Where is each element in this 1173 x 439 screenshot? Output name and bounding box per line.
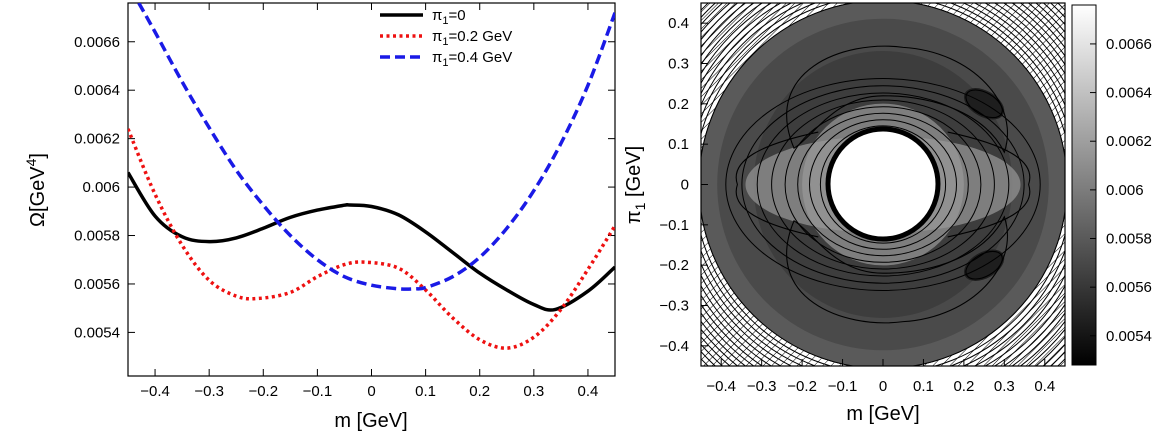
dense-contour <box>784 106 982 263</box>
legend-label-0: π1=0 <box>432 7 466 27</box>
right-y-tick-label: 0.2 <box>668 96 689 113</box>
minimum-contour <box>965 89 1003 119</box>
left-x-ticks: −0.4 −0.3 −0.2 −0.1 0 0.1 0.2 0.3 0.4 <box>140 3 598 400</box>
dense-contour <box>756 92 1010 277</box>
left-plot-frame <box>127 2 616 377</box>
right-x-tick-label: 0.2 <box>953 378 974 395</box>
left-x-tick-label: −0.2 <box>248 383 278 400</box>
left-y-tick-label: 0.0054 <box>74 324 120 341</box>
series-line-2 <box>137 3 615 291</box>
left-y-tick-label: 0.0058 <box>74 228 120 245</box>
crescent-contour <box>786 215 1008 324</box>
left-x-tick-label: 0.3 <box>523 383 544 400</box>
side-lobe-contour <box>947 131 1031 238</box>
dense-contour <box>741 85 1025 284</box>
left-y-tick-label: 0.006 <box>82 179 120 196</box>
line-chart: −0.4 −0.3 −0.2 −0.1 0 0.1 0.2 0.3 0.4 0.00540.00… <box>23 2 616 432</box>
right-x-ticks: −0.4 −0.3 −0.2 −0.1 0 0.1 0.2 0.3 0.4 <box>706 359 1055 395</box>
legend-label-2: π1=0.4 GeV <box>432 49 512 69</box>
legend-label-1: π1=0.2 GeV <box>432 28 512 48</box>
right-y-tick-label: −0.2 <box>659 257 689 274</box>
dense-contour <box>809 119 957 250</box>
dense-contour <box>725 78 1041 291</box>
crescent-contour <box>786 45 1008 154</box>
dense-contour <box>797 112 969 257</box>
colorbar-tick-label: 0.006 <box>1106 182 1144 199</box>
dense-contour <box>819 125 947 244</box>
colorbar-tick-label: 0.0054 <box>1106 328 1152 345</box>
colorbar <box>1071 4 1097 366</box>
right-x-axis-label: m [GeV] <box>846 403 919 425</box>
colorbar-tick-label: 0.0062 <box>1106 133 1152 150</box>
left-x-tick-label: 0.2 <box>469 383 490 400</box>
right-x-tick-label: 0.1 <box>913 378 934 395</box>
right-y-tick-label: 0 <box>681 177 689 194</box>
left-y-tick-label: 0.0066 <box>74 34 120 51</box>
heatmap-chart: −0.4 −0.3 −0.2 −0.1 0 0.1 0.2 0.3 0.4 −0.4−0.3−0… <box>623 2 1152 425</box>
left-x-tick-label: −0.3 <box>194 383 224 400</box>
left-y-tick-label: 0.0064 <box>74 82 120 99</box>
left-y-tick-label: 0.0062 <box>74 131 120 148</box>
right-x-tick-label: −0.3 <box>747 378 777 395</box>
right-x-tick-label: 0 <box>879 378 887 395</box>
minimum-contour <box>965 250 1003 280</box>
left-y-tick-label: 0.0056 <box>74 276 120 293</box>
right-x-tick-label: −0.4 <box>706 378 736 395</box>
right-y-tick-label: −0.3 <box>659 298 689 315</box>
left-y-axis-label: Ω[GeV4] <box>23 153 49 227</box>
side-lobe-contour <box>735 131 819 238</box>
left-series-group <box>128 3 615 350</box>
right-y-tick-label: −0.1 <box>659 217 689 234</box>
right-y-tick-label: −0.4 <box>659 338 689 355</box>
left-x-tick-label: 0.4 <box>578 383 599 400</box>
right-x-tick-label: −0.2 <box>787 378 817 395</box>
colorbar-tick-label: 0.0056 <box>1106 279 1152 296</box>
colorbar-tick-label: 0.0064 <box>1106 85 1152 102</box>
right-x-tick-label: 0.4 <box>1034 378 1055 395</box>
right-x-tick-label: 0.3 <box>994 378 1015 395</box>
left-x-axis-label: m [GeV] <box>334 410 407 432</box>
inner-contours <box>701 3 1065 366</box>
left-y-ticks: 0.0054 0.0056 0.0058 0.006 0.0062 0.0064 0.006… <box>74 34 615 341</box>
right-y-tick-label: 0.1 <box>668 136 689 153</box>
colorbar-ticks: 0.0054 0.0056 0.0058 0.006 0.0062 0.0064 0.006… <box>1090 36 1152 345</box>
right-y-axis-label: π1 [GeV] <box>623 146 648 224</box>
right-y-ticks: −0.4 −0.3 −0.2 −0.1 0 0.1 0.2 0.3 0.4 <box>659 15 708 355</box>
right-y-tick-label: 0.4 <box>668 15 689 32</box>
series-line-1 <box>128 128 615 350</box>
excluded-region <box>825 126 941 242</box>
left-x-tick-label: −0.1 <box>303 383 333 400</box>
dense-contour <box>771 99 995 270</box>
left-x-tick-label: 0.1 <box>415 383 436 400</box>
left-x-tick-label: −0.4 <box>140 383 170 400</box>
left-x-tick-label: 0 <box>367 383 375 400</box>
colorbar-tick-label: 0.0058 <box>1106 231 1152 248</box>
colorbar-tick-label: 0.0066 <box>1106 36 1152 53</box>
right-x-tick-label: −0.1 <box>828 378 858 395</box>
heatmap-area <box>701 3 1065 366</box>
right-y-tick-label: 0.3 <box>668 56 689 73</box>
series-line-0 <box>128 171 615 312</box>
